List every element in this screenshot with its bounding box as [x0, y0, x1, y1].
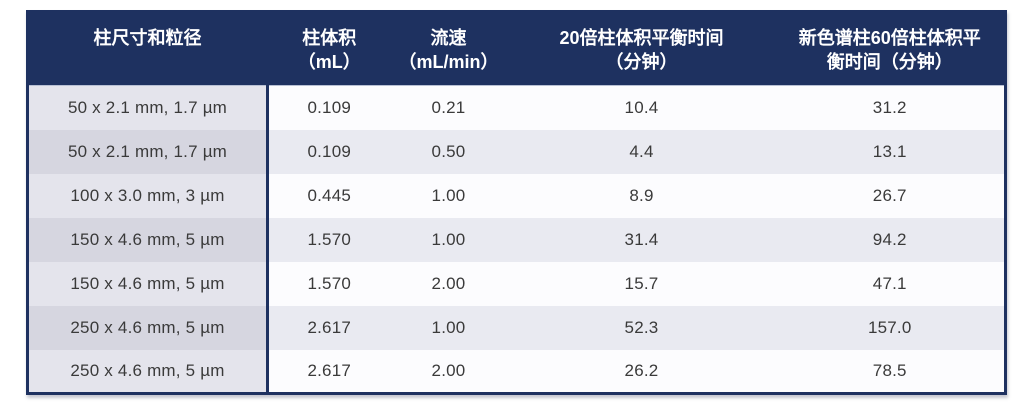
cell-time-60cv: 31.2 [775, 85, 1006, 130]
cell-column-size: 150 x 4.6 mm, 5 µm [27, 217, 269, 262]
column-header-column-volume: 柱体积 （mL） [267, 11, 390, 86]
cell-time-60cv: 26.7 [775, 173, 1006, 218]
cell-column-volume: 0.109 [267, 129, 390, 174]
column-header-flow-rate: 流速 （mL/min） [389, 11, 508, 86]
table-row: 250 x 4.6 mm, 5 µm 2.617 1.00 52.3 157.0 [27, 305, 1006, 350]
table-row: 150 x 4.6 mm, 5 µm 1.570 2.00 15.7 47.1 [27, 261, 1006, 306]
cell-flow-rate: 1.00 [389, 305, 508, 350]
column-header-60cv-time: 新色谱柱60倍柱体积平 衡时间（分钟） [775, 11, 1006, 86]
column-header-20cv-time: 20倍柱体积平衡时间 （分钟） [507, 11, 776, 86]
table-header: 柱尺寸和粒径 柱体积 （mL） 流速 （mL/min） 20倍柱体积平衡时间 （… [27, 11, 1006, 86]
table-row: 250 x 4.6 mm, 5 µm 2.617 2.00 26.2 78.5 [27, 349, 1006, 394]
cell-flow-rate: 2.00 [389, 261, 508, 306]
cell-time-60cv: 78.5 [775, 349, 1006, 394]
table-row: 50 x 2.1 mm, 1.7 µm 0.109 0.21 10.4 31.2 [27, 85, 1006, 130]
cell-column-volume: 2.617 [267, 305, 390, 350]
table-body: 50 x 2.1 mm, 1.7 µm 0.109 0.21 10.4 31.2… [27, 85, 1006, 394]
cell-time-20cv: 10.4 [507, 85, 776, 130]
cell-flow-rate: 1.00 [389, 173, 508, 218]
cell-column-volume: 1.570 [267, 217, 390, 262]
cell-time-20cv: 26.2 [507, 349, 776, 394]
header-row: 柱尺寸和粒径 柱体积 （mL） 流速 （mL/min） 20倍柱体积平衡时间 （… [27, 11, 1006, 86]
cell-flow-rate: 0.21 [389, 85, 508, 130]
equilibration-time-table-container: 柱尺寸和粒径 柱体积 （mL） 流速 （mL/min） 20倍柱体积平衡时间 （… [26, 10, 1007, 395]
cell-time-60cv: 13.1 [775, 129, 1006, 174]
cell-time-20cv: 31.4 [507, 217, 776, 262]
cell-column-size: 250 x 4.6 mm, 5 µm [27, 305, 269, 350]
cell-column-size: 50 x 2.1 mm, 1.7 µm [27, 129, 269, 174]
cell-flow-rate: 1.00 [389, 217, 508, 262]
cell-time-20cv: 8.9 [507, 173, 776, 218]
cell-column-volume: 1.570 [267, 261, 390, 306]
column-header-size-particle: 柱尺寸和粒径 [27, 11, 269, 86]
cell-time-20cv: 4.4 [507, 129, 776, 174]
cell-time-60cv: 47.1 [775, 261, 1006, 306]
cell-column-volume: 2.617 [267, 349, 390, 394]
cell-column-size: 50 x 2.1 mm, 1.7 µm [27, 85, 269, 130]
cell-column-size: 150 x 4.6 mm, 5 µm [27, 261, 269, 306]
cell-column-volume: 0.109 [267, 85, 390, 130]
cell-time-60cv: 94.2 [775, 217, 1006, 262]
cell-flow-rate: 0.50 [389, 129, 508, 174]
table-row: 50 x 2.1 mm, 1.7 µm 0.109 0.50 4.4 13.1 [27, 129, 1006, 174]
cell-column-size: 250 x 4.6 mm, 5 µm [27, 349, 269, 394]
cell-time-20cv: 15.7 [507, 261, 776, 306]
cell-column-size: 100 x 3.0 mm, 3 µm [27, 173, 269, 218]
cell-time-60cv: 157.0 [775, 305, 1006, 350]
table-row: 150 x 4.6 mm, 5 µm 1.570 1.00 31.4 94.2 [27, 217, 1006, 262]
equilibration-time-table: 柱尺寸和粒径 柱体积 （mL） 流速 （mL/min） 20倍柱体积平衡时间 （… [26, 10, 1007, 395]
table-row: 100 x 3.0 mm, 3 µm 0.445 1.00 8.9 26.7 [27, 173, 1006, 218]
cell-flow-rate: 2.00 [389, 349, 508, 394]
cell-column-volume: 0.445 [267, 173, 390, 218]
cell-time-20cv: 52.3 [507, 305, 776, 350]
